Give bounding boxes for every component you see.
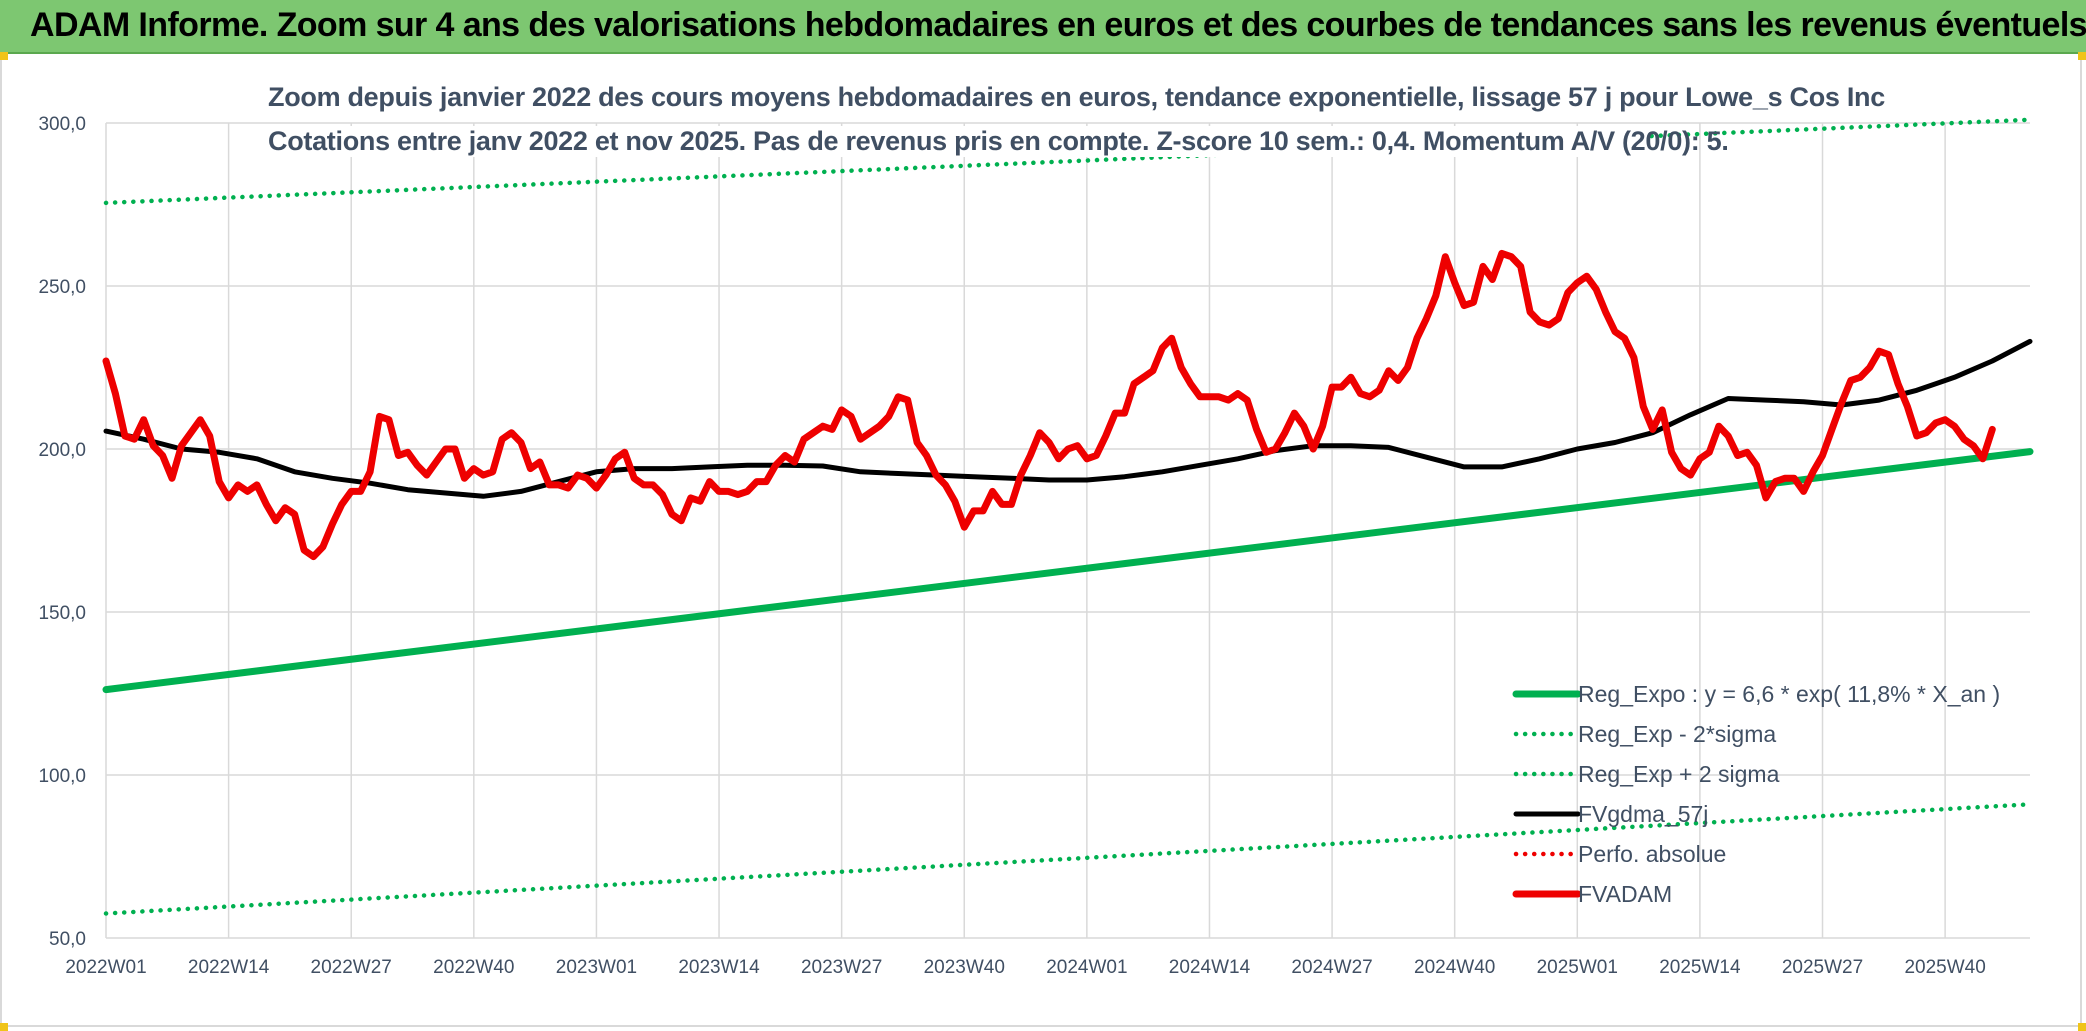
x-tick-label: 2022W40 xyxy=(433,957,514,978)
frame-corner-bottom-left xyxy=(0,1023,8,1031)
chart-subtitle: Cotations entre janv 2022 et nov 2025. P… xyxy=(268,126,1729,157)
x-tick-label: 2024W27 xyxy=(1291,957,1372,978)
series-lines xyxy=(102,117,2034,916)
y-tick-label: 50,0 xyxy=(49,929,86,950)
chart-title: Zoom depuis janvier 2022 des cours moyen… xyxy=(268,82,1885,113)
y-tick-label: 250,0 xyxy=(38,277,86,298)
x-tick-label: 2022W14 xyxy=(188,957,270,978)
report-banner: ADAM Informe. Zoom sur 4 ans des valoris… xyxy=(0,0,2086,54)
report-title: ADAM Informe. Zoom sur 4 ans des valoris… xyxy=(30,6,2086,44)
x-tick-label: 2025W01 xyxy=(1537,957,1618,978)
frame-corner-bottom-right xyxy=(2078,1023,2086,1031)
chart-frame xyxy=(0,52,2082,1027)
legend-label: Reg_Exp - 2*sigma xyxy=(1578,721,1776,747)
y-axis-ticks: 300,0 250,0 200,0 150,0 100,0 50,0 xyxy=(38,114,86,950)
gridlines xyxy=(105,122,2030,939)
x-tick-label: 2023W14 xyxy=(678,957,760,978)
x-tick-label: 2023W27 xyxy=(801,957,882,978)
legend-label: Reg_Exp + 2 sigma xyxy=(1578,761,1780,787)
series-line-5 xyxy=(102,249,1996,561)
x-axis-ticks: 2022W01 2022W14 2022W27 2022W40 2023W01 2023W… xyxy=(65,957,1985,978)
y-tick-label: 200,0 xyxy=(38,440,86,461)
series-line-1 xyxy=(103,802,2033,916)
x-tick-label: 2024W14 xyxy=(1169,957,1251,978)
legend: Reg_Expo : y = 6,6 * exp( 11,8% * X_an )… xyxy=(1512,681,2000,907)
x-tick-label: 2025W27 xyxy=(1782,957,1863,978)
legend-label: Reg_Expo : y = 6,6 * exp( 11,8% * X_an ) xyxy=(1578,681,2000,707)
frame-corner-top-right xyxy=(2078,52,2086,60)
x-tick-label: 2023W40 xyxy=(924,957,1005,978)
frame-corner-top-left xyxy=(0,52,8,60)
x-tick-label: 2022W27 xyxy=(311,957,392,978)
x-tick-label: 2025W40 xyxy=(1904,957,1985,978)
series-line-0 xyxy=(102,448,2034,694)
legend-label: FVADAM xyxy=(1578,881,1672,907)
y-tick-label: 150,0 xyxy=(38,603,86,624)
y-tick-label: 100,0 xyxy=(38,766,86,787)
x-tick-label: 2023W01 xyxy=(556,957,637,978)
x-tick-label: 2024W40 xyxy=(1414,957,1495,978)
series-line-2 xyxy=(103,117,2033,206)
legend-label: FVgdma_57j xyxy=(1578,801,1708,827)
y-tick-label: 300,0 xyxy=(38,114,86,135)
legend-label: Perfo. absolue xyxy=(1578,841,1726,867)
x-tick-label: 2024W01 xyxy=(1046,957,1127,978)
x-tick-label: 2025W14 xyxy=(1659,957,1741,978)
series-line-3 xyxy=(103,338,2033,499)
x-tick-label: 2022W01 xyxy=(65,957,146,978)
